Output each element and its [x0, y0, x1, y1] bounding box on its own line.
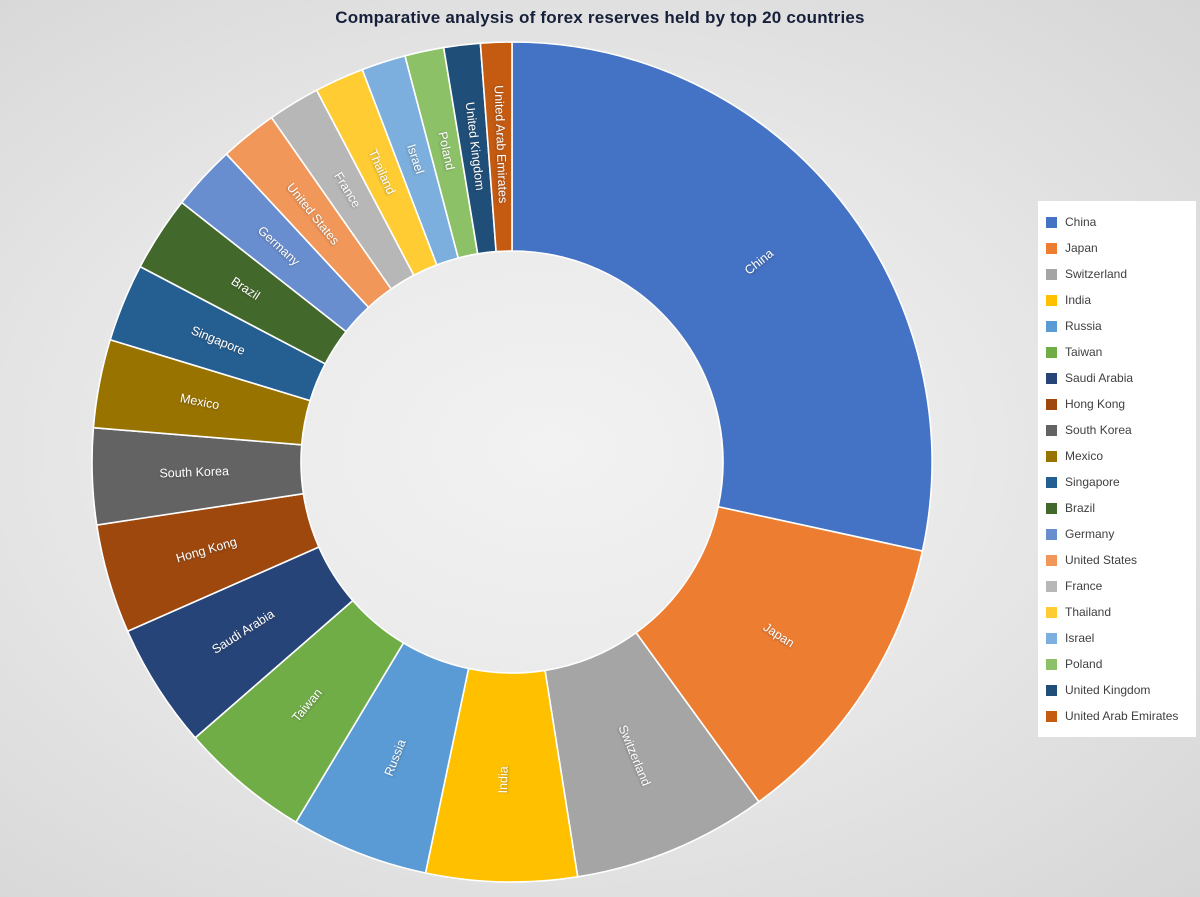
legend-swatch-icon [1046, 398, 1057, 410]
legend-label: Brazil [1065, 501, 1096, 515]
legend-label: United Arab Emirates [1065, 709, 1179, 723]
slice-china [511, 41, 933, 552]
legend-swatch-icon [1046, 268, 1057, 280]
legend-item-switzerland: Switzerland [1046, 261, 1188, 287]
slice-japan [635, 505, 924, 803]
legend-item-taiwan: Taiwan [1046, 339, 1188, 365]
legend-label: United Kingdom [1065, 683, 1151, 697]
legend-item-france: France [1046, 573, 1188, 599]
legend-label: Mexico [1065, 449, 1104, 463]
legend-item-thailand: Thailand [1046, 599, 1188, 625]
legend-item-united-states: United States [1046, 547, 1188, 573]
legend-swatch-icon [1046, 528, 1057, 540]
legend-label: Israel [1065, 631, 1095, 645]
legend-item-singapore: Singapore [1046, 469, 1188, 495]
legend-label: China [1065, 215, 1097, 229]
slice-label-south-korea: South Korea [159, 464, 229, 480]
legend-label: Saudi Arabia [1065, 371, 1134, 385]
legend-swatch-icon [1046, 658, 1057, 670]
legend-swatch-icon [1046, 684, 1057, 696]
legend-swatch-icon [1046, 346, 1057, 358]
legend-label: Thailand [1065, 605, 1112, 619]
legend-swatch-icon [1046, 294, 1057, 306]
legend-label: South Korea [1065, 423, 1132, 437]
legend-item-israel: Israel [1046, 625, 1188, 651]
legend-swatch-icon [1046, 476, 1057, 488]
legend-swatch-icon [1046, 554, 1057, 566]
slice-label-india: India [496, 766, 511, 793]
chart-legend: China Japan Switzerland India Russia Taiwan Sa… [1038, 201, 1196, 737]
legend-swatch-icon [1046, 424, 1057, 436]
legend-item-poland: Poland [1046, 651, 1188, 677]
legend-swatch-icon [1046, 710, 1057, 722]
slice-label-united-arab-emirates: United Arab Emirates [491, 85, 509, 204]
legend-label: Germany [1065, 527, 1115, 541]
legend-swatch-icon [1046, 320, 1057, 332]
legend-item-india: India [1046, 287, 1188, 313]
legend-swatch-icon [1046, 372, 1057, 384]
legend-item-south-korea: South Korea [1046, 417, 1188, 443]
legend-label: Hong Kong [1065, 397, 1126, 411]
legend-item-united-kingdom: United Kingdom [1046, 677, 1188, 703]
legend-swatch-icon [1046, 450, 1057, 462]
legend-label: Poland [1065, 657, 1103, 671]
legend-swatch-icon [1046, 216, 1057, 228]
legend-item-mexico: Mexico [1046, 443, 1188, 469]
legend-item-germany: Germany [1046, 521, 1188, 547]
legend-label: United States [1065, 553, 1138, 567]
legend-item-japan: Japan [1046, 235, 1188, 261]
legend-swatch-icon [1046, 502, 1057, 514]
legend-item-brazil: Brazil [1046, 495, 1188, 521]
chart-title: Comparative analysis of forex reserves h… [335, 8, 865, 27]
legend-item-china: China [1046, 209, 1188, 235]
legend-label: Taiwan [1065, 345, 1103, 359]
legend-item-russia: Russia [1046, 313, 1188, 339]
legend-item-united-arab-emirates: United Arab Emirates [1046, 703, 1188, 729]
slice-united-arab-emirates [479, 41, 513, 253]
legend-label: India [1065, 293, 1092, 307]
legend-swatch-icon [1046, 242, 1057, 254]
legend-label: Singapore [1065, 475, 1120, 489]
legend-item-saudi-arabia: Saudi Arabia [1046, 365, 1188, 391]
legend-swatch-icon [1046, 606, 1057, 618]
legend-swatch-icon [1046, 632, 1057, 644]
legend-label: Russia [1065, 319, 1102, 333]
legend-item-hong-kong: Hong Kong [1046, 391, 1188, 417]
legend-swatch-icon [1046, 580, 1057, 592]
legend-label: Switzerland [1065, 267, 1128, 281]
legend-label: Japan [1065, 241, 1098, 255]
legend-label: France [1065, 579, 1103, 593]
